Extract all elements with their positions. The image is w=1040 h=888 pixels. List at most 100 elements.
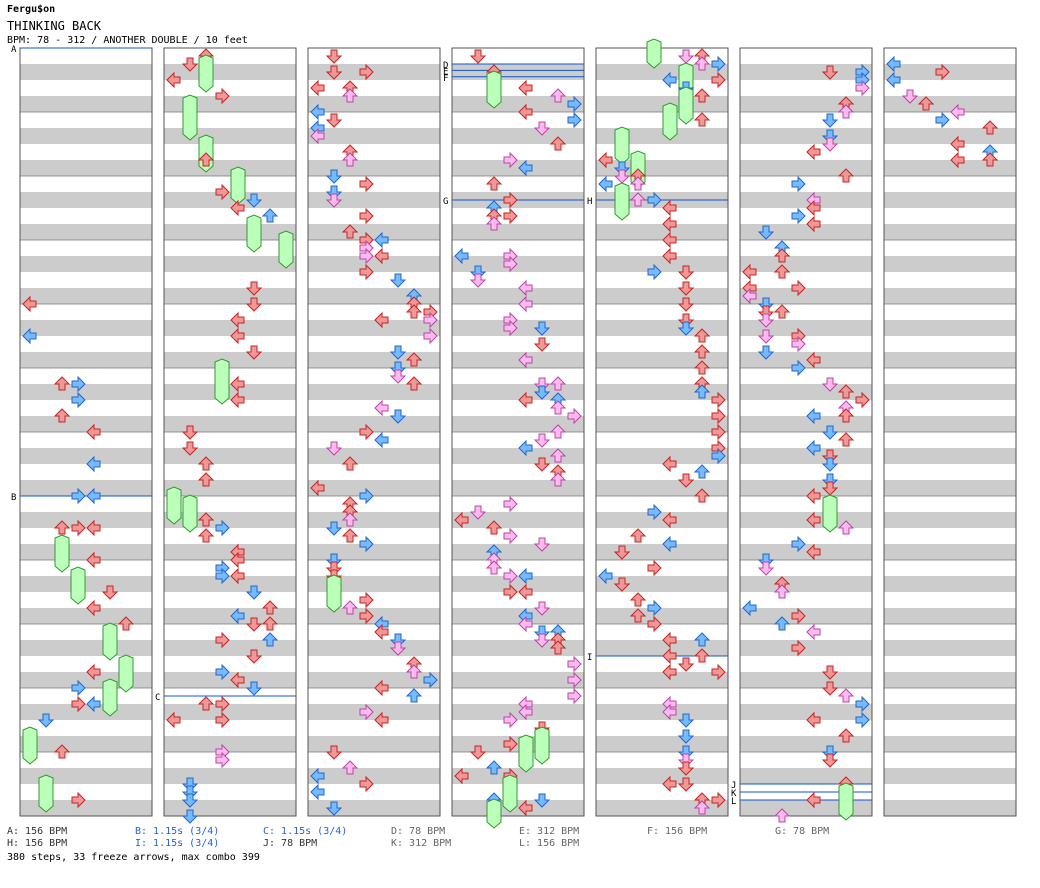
- step-arrow: [261, 208, 279, 223]
- step-arrow: [215, 711, 230, 729]
- step-arrow: [71, 695, 86, 713]
- step-arrow: [423, 303, 438, 321]
- freeze-arrow: [102, 622, 118, 661]
- step-arrow: [567, 687, 582, 705]
- step-arrow: [503, 207, 518, 225]
- step-arrow: [613, 545, 631, 560]
- step-arrow: [837, 688, 855, 703]
- step-arrow: [518, 607, 533, 625]
- step-arrow: [389, 409, 407, 424]
- step-arrow: [821, 377, 839, 392]
- step-arrow: [791, 175, 806, 193]
- step-arrow: [647, 559, 662, 577]
- step-arrow: [662, 455, 677, 473]
- step-arrow: [662, 647, 677, 665]
- step-arrow: [405, 664, 423, 679]
- step-arrow: [71, 679, 86, 697]
- step-arrow: [677, 713, 695, 728]
- step-arrow: [374, 623, 389, 641]
- step-arrow: [86, 423, 101, 441]
- step-arrow: [374, 679, 389, 697]
- step-arrow: [423, 311, 438, 329]
- chart-column: [163, 47, 297, 817]
- marker-label: H: [587, 197, 592, 207]
- step-arrow: [629, 592, 647, 607]
- step-arrow: [86, 519, 101, 537]
- step-arrow: [677, 265, 695, 280]
- step-arrow: [567, 95, 582, 113]
- step-arrow: [613, 577, 631, 592]
- step-arrow: [341, 456, 359, 471]
- step-arrow: [325, 521, 343, 536]
- step-arrow: [71, 375, 86, 393]
- step-arrow: [518, 439, 533, 457]
- step-arrow: [503, 735, 518, 753]
- step-arrow: [662, 631, 677, 649]
- step-arrow: [389, 369, 407, 384]
- step-arrow: [197, 456, 215, 471]
- step-arrow: [245, 585, 263, 600]
- step-arrow: [662, 775, 677, 793]
- column-border: [307, 47, 441, 817]
- step-arrow: [518, 79, 533, 97]
- step-arrow: [245, 617, 263, 632]
- step-arrow: [837, 384, 855, 399]
- step-arrow: [310, 127, 325, 145]
- step-arrow: [981, 120, 999, 135]
- step-arrow: [325, 113, 343, 128]
- chart-info: BPM: 78 - 312 / ANOTHER DOUBLE / 10 feet: [7, 35, 248, 46]
- step-arrow: [518, 351, 533, 369]
- step-arrow: [757, 561, 775, 576]
- freeze-arrow: [54, 534, 70, 573]
- chart-column: [883, 47, 1017, 817]
- step-arrow: [549, 448, 567, 463]
- step-arrow: [837, 520, 855, 535]
- step-arrow: [71, 487, 86, 505]
- step-arrow: [693, 88, 711, 103]
- step-arrow: [677, 777, 695, 792]
- step-arrow: [950, 103, 965, 121]
- step-arrow: [359, 263, 374, 281]
- step-arrow: [71, 519, 86, 537]
- step-arrow: [742, 263, 757, 281]
- step-arrow: [518, 615, 533, 633]
- step-arrow: [693, 56, 711, 71]
- step-arrow: [711, 407, 726, 425]
- step-arrow: [101, 585, 119, 600]
- step-arrow: [325, 169, 343, 184]
- step-arrow: [806, 407, 821, 425]
- step-arrow: [261, 600, 279, 615]
- legend-item: G: 78 BPM: [775, 826, 830, 837]
- step-arrow: [821, 137, 839, 152]
- step-arrow: [598, 151, 613, 169]
- step-arrow: [693, 632, 711, 647]
- step-arrow: [742, 599, 757, 617]
- freeze-arrow: [102, 678, 118, 717]
- step-arrow: [533, 337, 551, 352]
- step-arrow: [230, 199, 245, 217]
- step-arrow: [310, 479, 325, 497]
- step-arrow: [806, 511, 821, 529]
- freeze-arrow: [486, 798, 502, 829]
- step-arrow: [469, 273, 487, 288]
- step-arrow: [359, 239, 374, 257]
- step-arrow: [405, 376, 423, 391]
- step-arrow: [341, 152, 359, 167]
- step-arrow: [37, 713, 55, 728]
- step-arrow: [86, 663, 101, 681]
- step-arrow: [310, 79, 325, 97]
- marker-label: E: [443, 67, 448, 77]
- step-arrow: [341, 88, 359, 103]
- step-arrow: [485, 560, 503, 575]
- step-arrow: [503, 567, 518, 585]
- step-arrow: [791, 607, 806, 625]
- column-border: [883, 47, 1017, 817]
- freeze-arrow: [326, 574, 342, 613]
- step-arrow: [598, 567, 613, 585]
- step-arrow: [806, 439, 821, 457]
- step-arrow: [518, 103, 533, 121]
- step-arrow: [215, 751, 230, 769]
- step-arrow: [693, 464, 711, 479]
- legend-item: F: 156 BPM: [647, 826, 708, 837]
- step-arrow: [197, 152, 215, 167]
